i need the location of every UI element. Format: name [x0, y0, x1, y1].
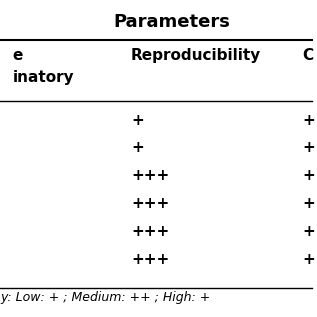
Text: +: + — [302, 196, 315, 211]
Text: e: e — [12, 48, 23, 62]
Text: inatory: inatory — [12, 70, 74, 85]
Text: +++: +++ — [131, 252, 169, 267]
Text: +: + — [302, 252, 315, 267]
Text: Reproducibility: Reproducibility — [131, 48, 261, 62]
Text: +++: +++ — [131, 224, 169, 239]
Text: Parameters: Parameters — [113, 13, 230, 31]
Text: +: + — [302, 113, 315, 127]
Text: +: + — [302, 224, 315, 239]
Text: y: Low: + ; Medium: ++ ; High: +: y: Low: + ; Medium: ++ ; High: + — [0, 291, 210, 304]
Text: C: C — [302, 48, 314, 62]
Text: +: + — [131, 113, 144, 127]
Text: +: + — [302, 140, 315, 155]
Text: +++: +++ — [131, 168, 169, 183]
Text: +++: +++ — [131, 196, 169, 211]
Text: +: + — [131, 140, 144, 155]
Text: +: + — [302, 168, 315, 183]
